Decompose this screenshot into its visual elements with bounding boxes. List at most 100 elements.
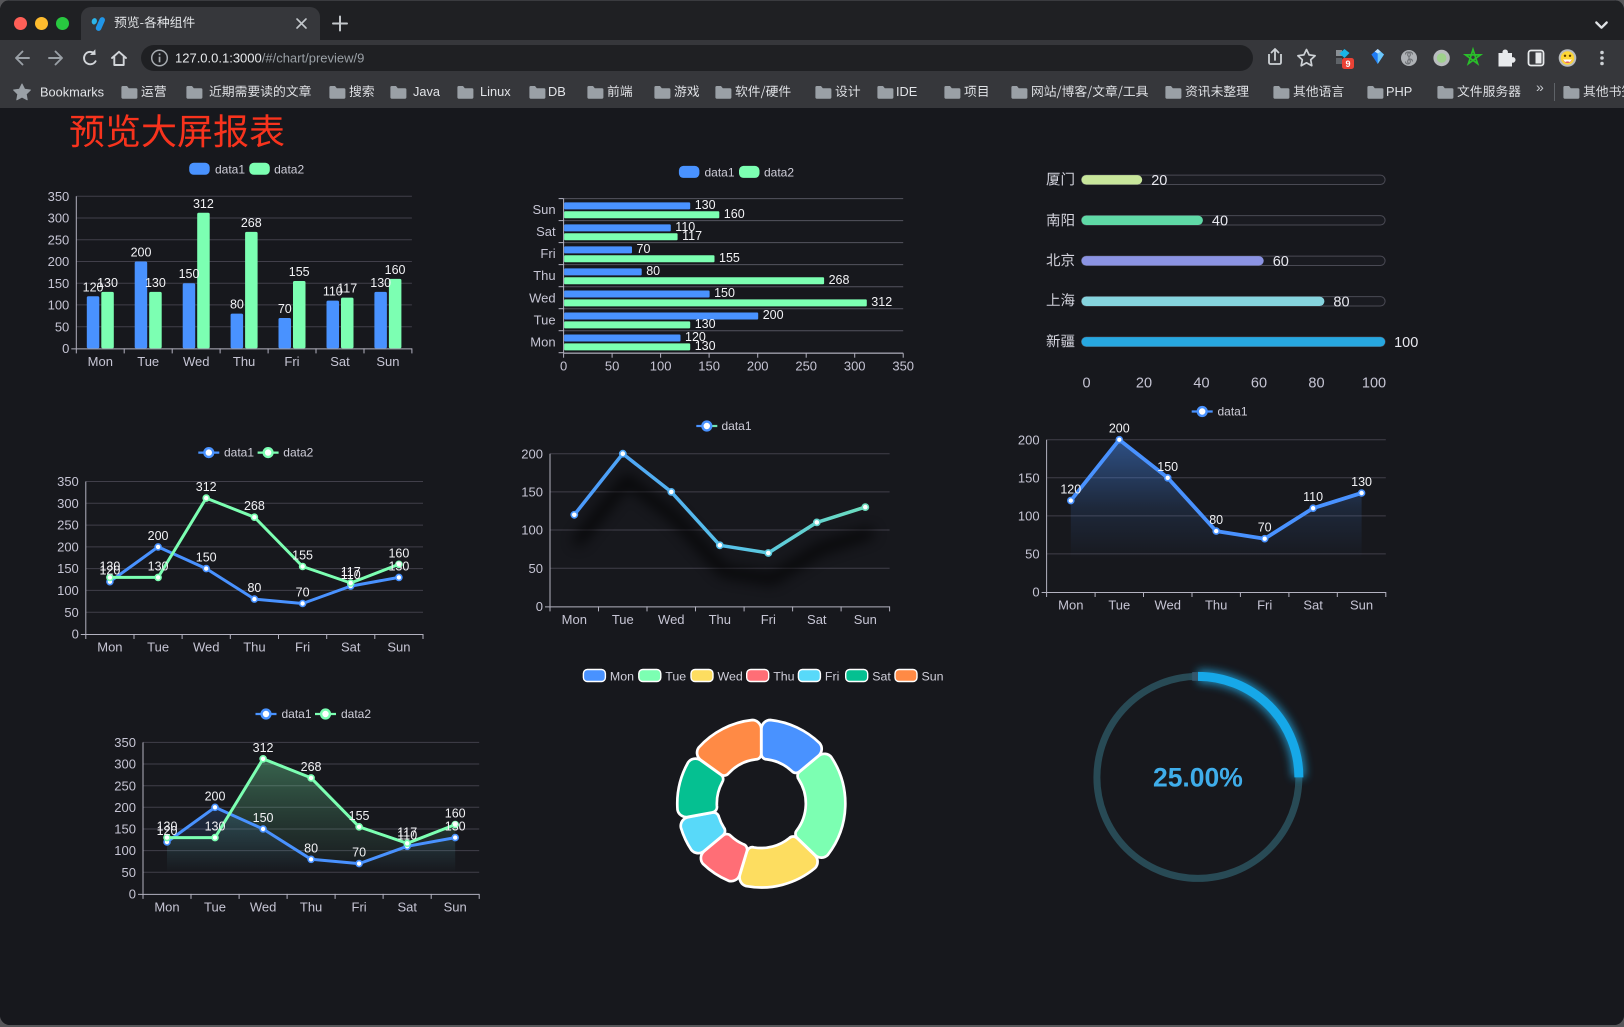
svg-text:268: 268: [301, 760, 322, 774]
svg-text:127.0.0.1:3000/#/chart/preview: 127.0.0.1:3000/#/chart/preview/9: [175, 50, 364, 65]
svg-text:117: 117: [341, 565, 361, 579]
svg-text:80: 80: [304, 841, 318, 855]
svg-text:250: 250: [57, 518, 79, 533]
svg-text:300: 300: [57, 496, 79, 511]
svg-text:160: 160: [385, 263, 406, 277]
svg-text:150: 150: [698, 359, 720, 374]
svg-text:110: 110: [675, 220, 695, 234]
svg-text:268: 268: [241, 216, 262, 230]
svg-text:Tue: Tue: [612, 612, 634, 627]
svg-text:200: 200: [57, 540, 79, 555]
svg-text:250: 250: [48, 232, 70, 247]
svg-text:100: 100: [1018, 509, 1040, 524]
svg-text:120: 120: [685, 330, 706, 344]
svg-text:Tue: Tue: [665, 669, 686, 683]
svg-text:0: 0: [129, 887, 136, 902]
svg-text:200: 200: [521, 446, 543, 461]
svg-text:350: 350: [57, 474, 79, 489]
svg-text:9: 9: [1345, 59, 1350, 69]
svg-text:200: 200: [114, 800, 136, 815]
svg-text:130: 130: [148, 559, 169, 573]
svg-text:250: 250: [114, 778, 136, 793]
svg-text:120: 120: [157, 824, 178, 838]
svg-text:Tue: Tue: [204, 899, 226, 914]
svg-text:150: 150: [1157, 460, 1178, 474]
svg-text:200: 200: [148, 529, 169, 543]
svg-text:0: 0: [560, 359, 567, 374]
svg-text:300: 300: [114, 757, 136, 772]
svg-text:200: 200: [48, 254, 70, 269]
svg-text:312: 312: [253, 741, 274, 755]
svg-text:60: 60: [1273, 254, 1289, 270]
svg-text:50: 50: [1025, 547, 1039, 562]
svg-text:150: 150: [179, 267, 200, 281]
svg-text:150: 150: [714, 286, 735, 300]
svg-text:268: 268: [244, 499, 265, 513]
svg-text:155: 155: [289, 265, 310, 279]
svg-text:Fri: Fri: [295, 640, 310, 655]
svg-text:Mon: Mon: [610, 669, 634, 683]
svg-text:40: 40: [1193, 376, 1209, 392]
svg-text:Sun: Sun: [444, 899, 467, 914]
svg-text:data2: data2: [341, 707, 371, 721]
svg-text:25.00%: 25.00%: [1153, 762, 1243, 792]
svg-text:100: 100: [114, 843, 136, 858]
svg-text:Tue: Tue: [1108, 598, 1130, 613]
svg-text:Fri: Fri: [352, 899, 367, 914]
svg-text:Sun: Sun: [1350, 598, 1373, 613]
svg-text:350: 350: [114, 735, 136, 750]
svg-text:50: 50: [529, 561, 543, 576]
svg-text:150: 150: [196, 551, 217, 565]
svg-text:120: 120: [83, 280, 104, 294]
svg-text:150: 150: [1018, 470, 1040, 485]
svg-text:110: 110: [1303, 490, 1323, 504]
svg-text:Sat: Sat: [1303, 598, 1323, 613]
svg-text:160: 160: [724, 207, 745, 221]
svg-text:0: 0: [72, 627, 79, 642]
svg-text:Sun: Sun: [387, 640, 410, 655]
svg-text:data1: data1: [705, 165, 735, 179]
svg-text:data1: data1: [1218, 404, 1248, 418]
svg-text:312: 312: [193, 197, 214, 211]
svg-text:350: 350: [892, 359, 914, 374]
svg-text:200: 200: [763, 308, 784, 322]
svg-text:50: 50: [64, 605, 78, 620]
svg-text:70: 70: [637, 242, 651, 256]
svg-text:130: 130: [370, 276, 391, 290]
svg-text:70: 70: [1258, 521, 1272, 535]
svg-text:Mon: Mon: [530, 334, 555, 349]
svg-text:0: 0: [536, 599, 543, 614]
svg-text:312: 312: [196, 480, 217, 494]
svg-text:data2: data2: [274, 162, 304, 176]
svg-text:Wed: Wed: [718, 669, 743, 683]
svg-text:Wed: Wed: [658, 612, 685, 627]
svg-text:155: 155: [349, 809, 370, 823]
svg-text:130: 130: [157, 820, 178, 834]
svg-text:312: 312: [871, 295, 892, 309]
svg-text:80: 80: [247, 581, 261, 595]
svg-text:70: 70: [296, 586, 310, 600]
svg-text:160: 160: [388, 546, 409, 560]
svg-text:Tue: Tue: [147, 640, 169, 655]
svg-text:130: 130: [695, 339, 716, 353]
svg-text:110: 110: [397, 828, 417, 842]
svg-text:120: 120: [99, 564, 120, 578]
svg-text:117: 117: [682, 229, 702, 243]
svg-text:150: 150: [48, 276, 70, 291]
svg-text:Fri: Fri: [284, 354, 299, 369]
svg-text:Sun: Sun: [854, 612, 877, 627]
svg-text:»: »: [1536, 79, 1544, 95]
svg-text:100: 100: [650, 359, 672, 374]
svg-text:60: 60: [1251, 376, 1267, 392]
svg-text:data1: data1: [224, 446, 254, 460]
svg-text:Fri: Fri: [761, 612, 776, 627]
svg-text:80: 80: [646, 264, 660, 278]
svg-text:Mon: Mon: [562, 612, 587, 627]
svg-text:100: 100: [1394, 335, 1418, 351]
svg-text:Mon: Mon: [88, 354, 113, 369]
svg-text:Wed: Wed: [193, 640, 220, 655]
svg-text:Tue: Tue: [534, 312, 556, 327]
svg-text:117: 117: [337, 282, 357, 296]
svg-text:200: 200: [205, 789, 226, 803]
svg-text:Thu: Thu: [300, 899, 322, 914]
